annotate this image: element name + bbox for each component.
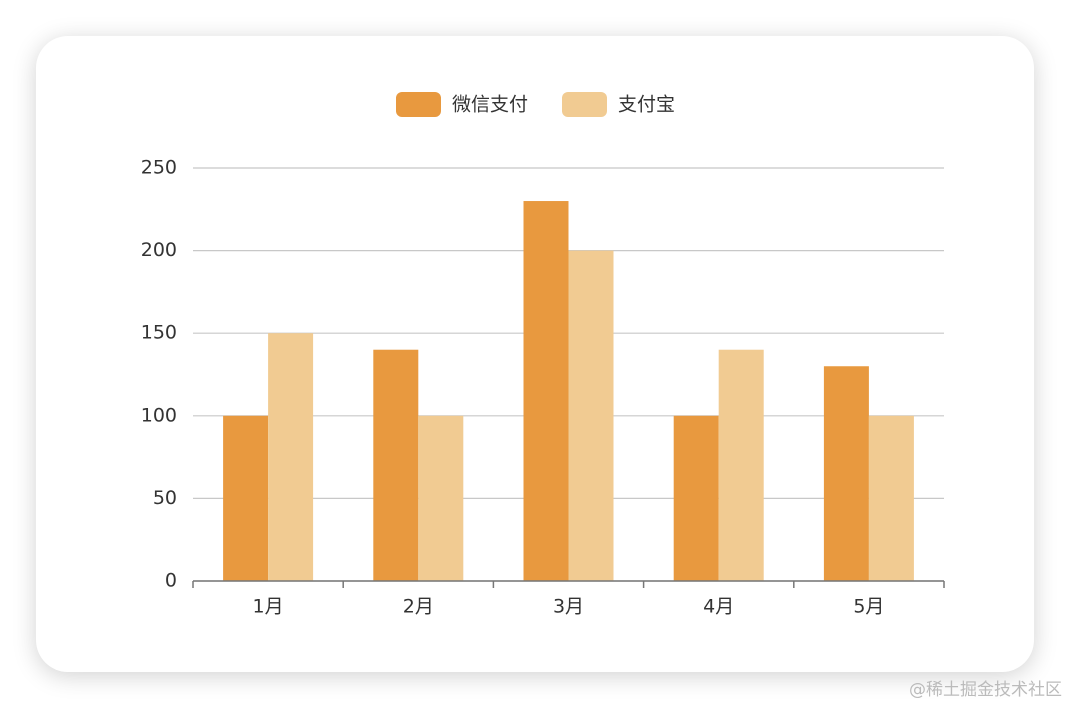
x-tick-label: 1月 xyxy=(253,596,284,618)
bar xyxy=(373,349,419,581)
bar xyxy=(418,415,464,581)
bar xyxy=(823,366,869,581)
y-tick-label: 200 xyxy=(141,239,177,261)
x-tick-label: 3月 xyxy=(553,596,584,618)
y-tick-label: 100 xyxy=(141,404,177,426)
legend-swatch xyxy=(396,92,441,117)
y-tick-label: 150 xyxy=(141,322,177,344)
watermark: @稀土掘金技术社区 xyxy=(909,680,1062,700)
y-tick-label: 50 xyxy=(153,487,177,509)
legend-label: 微信支付 xyxy=(452,94,528,116)
legend-label: 支付宝 xyxy=(618,94,675,116)
x-tick-label: 2月 xyxy=(403,596,434,618)
bar xyxy=(268,333,314,581)
bar xyxy=(673,415,719,581)
y-tick-label: 0 xyxy=(165,570,177,592)
legend-swatch xyxy=(562,92,607,117)
bar xyxy=(718,349,764,581)
bar xyxy=(523,201,569,582)
x-tick-label: 5月 xyxy=(853,596,884,618)
bar xyxy=(223,415,269,581)
bar xyxy=(868,415,914,581)
x-tick-label: 4月 xyxy=(703,596,734,618)
y-tick-label: 250 xyxy=(141,157,177,179)
bar xyxy=(568,250,614,581)
